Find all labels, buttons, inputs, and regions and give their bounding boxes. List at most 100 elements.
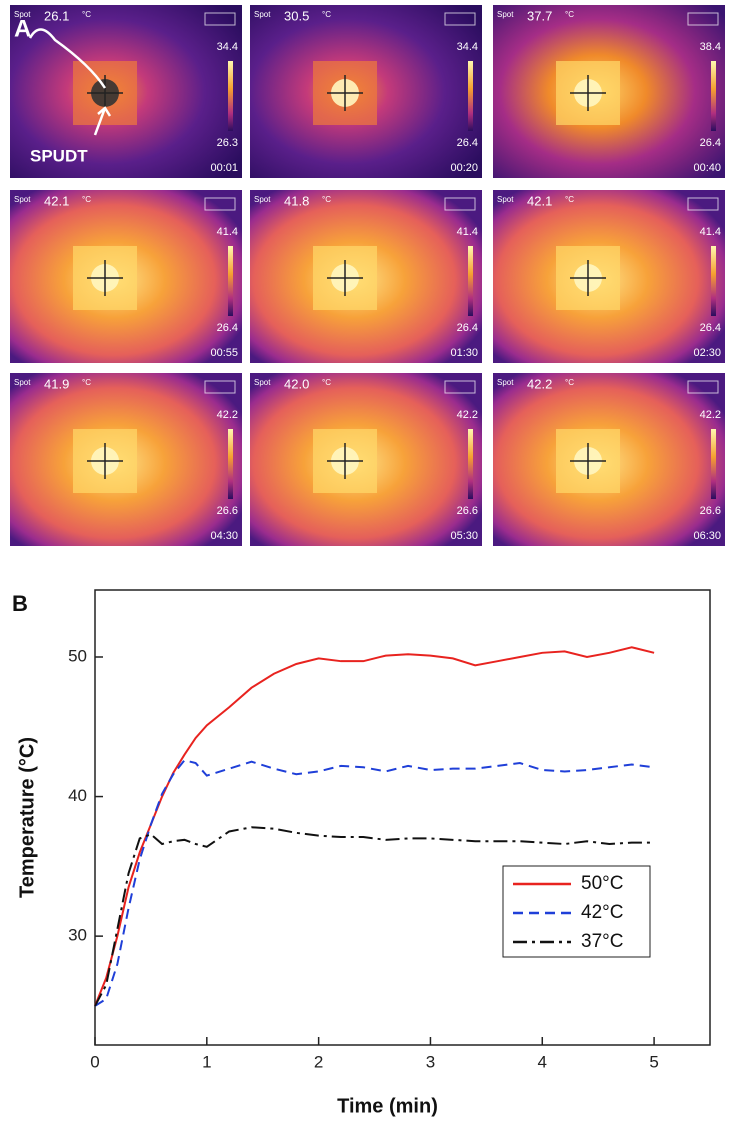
color-bar (468, 429, 473, 499)
x-axis-label: Time (min) (337, 1095, 438, 1117)
time-stamp: 05:30 (450, 530, 478, 542)
max-temp: 41.4 (457, 226, 478, 238)
spot-value: 42.1 (527, 193, 552, 208)
annotation-arrow (28, 28, 107, 89)
color-bar (468, 246, 473, 316)
thermal-tile: Spot 42.0 °C 42.2 26.6 05:30 (250, 373, 482, 546)
time-stamp: 01:30 (450, 347, 478, 359)
min-temp: 26.6 (457, 505, 478, 517)
status-icons (204, 197, 236, 211)
thermal-tile: Spot 42.2 °C 42.2 26.6 06:30 (493, 373, 725, 546)
spot-value: 41.8 (284, 193, 309, 208)
max-temp: 34.4 (457, 41, 478, 53)
x-tick-label: 5 (649, 1052, 658, 1071)
spot-unit: °C (82, 10, 91, 19)
max-temp: 42.2 (217, 409, 238, 421)
max-temp: 42.2 (700, 409, 721, 421)
color-bar (711, 246, 716, 316)
y-axis-label: Temperature (°C) (16, 737, 38, 898)
spot-value: 30.5 (284, 8, 309, 23)
spot-label: Spot (497, 378, 514, 387)
color-bar (228, 61, 233, 131)
x-tick-label: 4 (538, 1052, 547, 1071)
annotation: SPUDT (30, 146, 88, 165)
plot-frame (94, 589, 711, 1046)
status-icons (687, 12, 719, 26)
series-line (94, 759, 655, 1007)
max-temp: 34.4 (217, 41, 238, 53)
time-stamp: 00:20 (450, 162, 478, 174)
spot-unit: °C (322, 378, 331, 387)
min-temp: 26.4 (457, 322, 478, 334)
legend-label: 37°C (581, 931, 623, 952)
thermal-tile: Spot 26.1 °C 34.4 26.3 00:01 (10, 5, 242, 178)
status-icons (687, 380, 719, 394)
spot-label: Spot (254, 378, 271, 387)
spot-value: 26.1 (44, 8, 69, 23)
panel-label: B (12, 591, 28, 616)
x-tick-label: 2 (314, 1052, 323, 1071)
time-stamp: 00:40 (693, 162, 721, 174)
panel-label: A (14, 15, 31, 42)
spot-unit: °C (82, 195, 91, 204)
color-bar (711, 429, 716, 499)
status-icons (204, 380, 236, 394)
spot-value: 42.2 (527, 376, 552, 391)
spot-unit: °C (565, 378, 574, 387)
spot-unit: °C (322, 195, 331, 204)
min-temp: 26.4 (457, 137, 478, 149)
spot-label: Spot (254, 195, 271, 204)
thermal-images: Spot 26.1 °C 34.4 26.3 00:01 Spot 30.5 °C 34.4 26.… (10, 5, 725, 546)
legend: 50°C 42°C 37°C (502, 865, 651, 958)
thermal-tile: Spot 30.5 °C 34.4 26.4 00:20 (250, 5, 482, 178)
x-tick-label: 1 (202, 1052, 211, 1071)
series-line (94, 826, 655, 1007)
min-temp: 26.4 (700, 137, 721, 149)
color-bar (711, 61, 716, 131)
legend-label: 50°C (581, 873, 623, 894)
time-stamp: 04:30 (210, 530, 238, 542)
spot-value: 41.9 (44, 376, 69, 391)
color-bar (228, 429, 233, 499)
thermal-tile: Spot 37.7 °C 38.4 26.4 00:40 (493, 5, 725, 178)
thermal-tile: Spot 42.1 °C 41.4 26.4 00:55 (10, 190, 242, 363)
spot-unit: °C (565, 195, 574, 204)
y-tick-label: 30 (68, 926, 87, 945)
legend-box (502, 865, 651, 958)
min-temp: 26.4 (217, 322, 238, 334)
annotation-arrow (93, 106, 112, 136)
status-icons (687, 197, 719, 211)
spot-label: Spot (254, 10, 271, 19)
spot-value: 37.7 (527, 8, 552, 23)
spot-label: Spot (497, 195, 514, 204)
status-icons (444, 197, 476, 211)
max-temp: 38.4 (700, 41, 721, 53)
color-bar (468, 61, 473, 131)
line-chart: B 0 1 2 3 4 5 30 40 50 Time (min) Temperature (°C) 5… (12, 589, 711, 1117)
thermal-tile: Spot 42.1 °C 41.4 26.4 02:30 (493, 190, 725, 363)
y-tick-label: 50 (68, 646, 87, 665)
time-stamp: 02:30 (693, 347, 721, 359)
min-temp: 26.4 (700, 322, 721, 334)
spot-unit: °C (82, 378, 91, 387)
y-tick-label: 40 (68, 786, 87, 805)
spot-value: 42.1 (44, 193, 69, 208)
max-temp: 41.4 (700, 226, 721, 238)
status-icons (444, 12, 476, 26)
thermal-tile: Spot 41.9 °C 42.2 26.6 04:30 (10, 373, 242, 546)
spot-label: Spot (14, 195, 31, 204)
min-temp: 26.6 (700, 505, 721, 517)
spot-label: Spot (14, 378, 31, 387)
time-stamp: 06:30 (693, 530, 721, 542)
spot-label: Spot (497, 10, 514, 19)
max-temp: 41.4 (217, 226, 238, 238)
time-stamp: 00:55 (210, 347, 238, 359)
spot-label: Spot (14, 10, 31, 19)
spot-value: 42.0 (284, 376, 309, 391)
time-stamp: 00:01 (210, 162, 238, 174)
min-temp: 26.3 (217, 137, 238, 149)
thermal-tile: Spot 41.8 °C 41.4 26.4 01:30 (250, 190, 482, 363)
color-bar (228, 246, 233, 316)
max-temp: 42.2 (457, 409, 478, 421)
min-temp: 26.6 (217, 505, 238, 517)
